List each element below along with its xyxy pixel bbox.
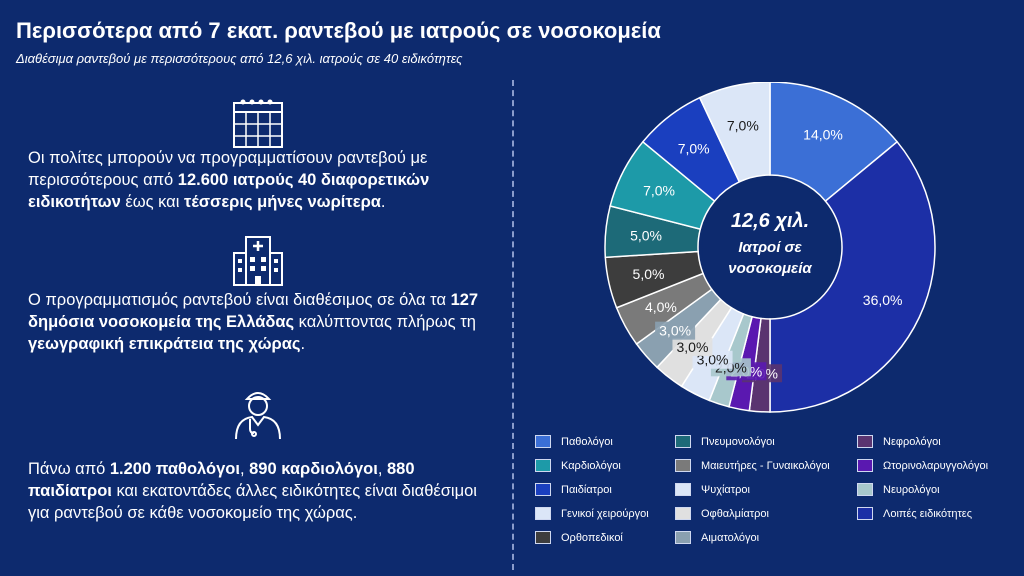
paragraph-text-run: . [300,335,306,353]
legend-swatch [675,459,691,472]
legend-item: Ψυχίατροι [675,483,750,496]
legend-label: Γενικοί χειρούργοι [561,507,649,520]
data-label-bg [655,321,696,340]
paragraph-text-run: γεωγραφική επικράτεια της χώρας [28,335,301,353]
paragraph-text-run: , [239,460,250,478]
paragraph-text-run: . [380,193,386,211]
info-paragraph-2: Ο προγραμματισμός ραντεβού είναι διαθέσι… [28,289,498,355]
paragraph-text-run: 12.600 ιατρούς 40 διαφορετικών ειδικοτήτ… [28,171,430,211]
legend-swatch [535,459,551,472]
legend-swatch [675,531,691,544]
legend-label: Παιδίατροι [561,483,612,496]
data-label: 3,0% [677,339,709,355]
legend-label: Παθολόγοι [561,435,613,448]
legend-swatch [535,507,551,520]
data-label: 5,0% [630,227,662,243]
center-label: νοσοκομεία [728,260,812,277]
paragraph-text-run: τέσσερις μήνες νωρίτερα [183,193,381,211]
legend-swatch [857,507,873,520]
page-subtitle: Διαθέσιμα ραντεβού με περισσότερους από … [16,51,463,66]
legend-label: Καρδιολόγοι [561,459,621,472]
paragraph-text-run: Πάνω από [28,460,110,478]
paragraph-text-run: 127 δημόσια νοσοκομεία της Ελλάδας [28,291,479,331]
legend-label: Ψυχίατροι [701,483,750,496]
legend-swatch [535,531,551,544]
legend-swatch [675,507,691,520]
center-label: Ιατροί σε [738,239,802,256]
legend-item: Μαιευτήρες - Γυναικολόγοι [675,459,830,472]
legend-label: Ορθοπεδικοί [561,531,623,544]
legend-item: Ορθοπεδικοί [535,531,623,544]
legend-swatch [675,435,691,448]
paragraph-text-run: 890 καρδιολόγοι [249,460,378,478]
legend-label: Λοιπές ειδικότητες [883,507,973,520]
legend-swatch [857,435,873,448]
paragraph-text-run: έως και [120,193,184,211]
legend-item: Ωτορινολαρυγγολόγοι [857,459,988,472]
data-label: 7,0% [643,182,675,198]
legend-item: Παιδίατροι [535,483,612,496]
paragraph-text-run: Οι πολίτες μπορούν να προγραμματίσουν ρα… [28,149,428,189]
legend-item: Νευρολόγοι [857,483,940,496]
legend-swatch [675,483,691,496]
page-title: Περισσότερα από 7 εκατ. ραντεβού με ιατρ… [16,18,661,43]
legend-swatch [535,435,551,448]
paragraph-text-run: 880 παιδίατροι [28,460,415,500]
data-label: 7,0% [678,141,710,157]
data-label: 5,0% [633,266,665,282]
legend-swatch [857,459,873,472]
legend-item: Οφθαλμίατροι [675,507,769,520]
legend-item: Λοιπές ειδικότητες [857,507,972,520]
info-paragraph-3: Πάνω από 1.200 παθολόγοι, 890 καρδιολόγο… [28,458,498,524]
donut-slice [769,82,899,203]
legend-label: Αιματολόγοι [701,531,760,544]
data-label: 7,0% [727,117,759,133]
legend-item: Νεφρολόγοι [857,435,941,448]
center-label: 12,6 χιλ. [731,210,809,232]
data-label: 36,0% [863,292,903,308]
legend-label: Νευρολόγοι [883,483,940,496]
paragraph-text-run: καλύπτοντας πλήρως τη [294,313,476,331]
legend-swatch [535,483,551,496]
donut-chart: 14,0%36,0%2,0%2,0%2,0%3,0%3,0%3,0%4,0%5,… [604,82,936,413]
data-label: 3,0% [659,323,691,339]
paragraph-text-run: Ο προγραμματισμός ραντεβού είναι διαθέσι… [28,291,451,309]
legend-label: Ωτορινολαρυγγολόγοι [883,459,989,472]
legend-item: Αιματολόγοι [675,531,759,544]
data-label: 4,0% [645,299,677,315]
paragraph-text-run: , [377,460,387,478]
legend-item: Καρδιολόγοι [535,459,621,472]
legend-swatch [857,483,873,496]
donut-slice [698,82,771,183]
donut-hole [702,179,838,315]
legend-label: Πνευμονολόγοι [701,435,775,448]
hospital-icon [233,236,283,286]
legend-item: Γενικοί χειρούργοι [535,507,649,520]
info-paragraph-1: Οι πολίτες μπορούν να προγραμματίσουν ρα… [28,147,498,213]
legend-label: Μαιευτήρες - Γυναικολόγοι [701,459,830,472]
doctor-icon [235,392,281,440]
legend-label: Οφθαλμίατροι [701,507,769,520]
legend-item: Πνευμονολόγοι [675,435,775,448]
data-label-bg [672,337,713,356]
calendar-icon [233,99,283,148]
paragraph-text-run: και εκατοντάδες άλλες ειδικότητες είναι … [28,482,477,522]
data-label: 14,0% [803,126,843,142]
paragraph-text-run: 1.200 παθολόγοι [109,460,240,478]
donut-slice [769,140,936,413]
legend-item: Παθολόγοι [535,435,613,448]
divider [512,80,514,570]
legend-label: Νεφρολόγοι [883,435,941,448]
